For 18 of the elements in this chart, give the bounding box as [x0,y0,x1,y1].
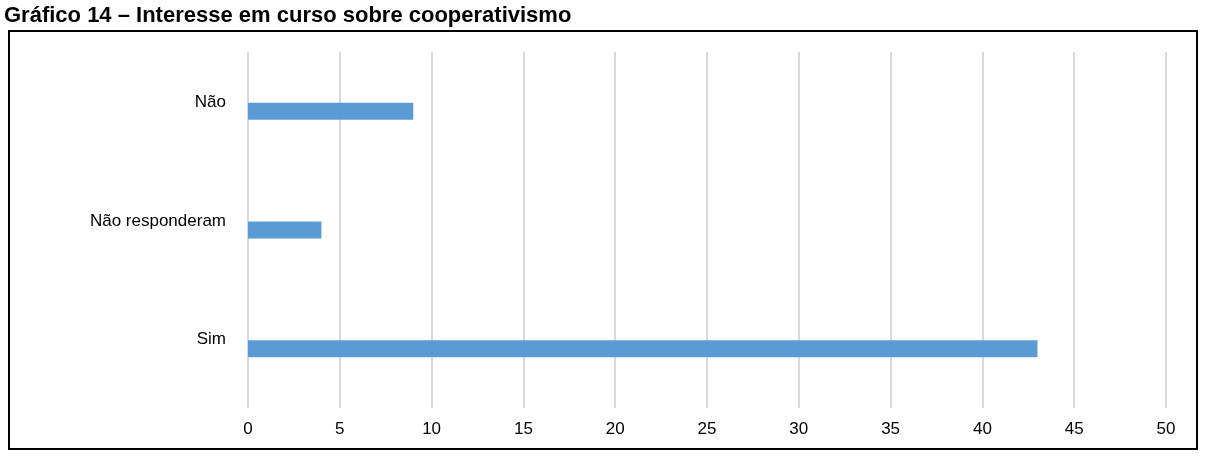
x-tick-label: 15 [513,419,533,438]
x-tick-label: 20 [605,419,625,438]
chart-title: Gráfico 14 – Interesse em curso sobre cooperativismo [3,1,573,29]
x-tick-label: 30 [789,419,809,438]
bar [248,221,322,239]
bar [248,340,1038,358]
x-tick-label: 40 [972,419,992,438]
x-tick-label: 45 [1064,419,1084,438]
x-tick-label: 0 [243,419,253,438]
y-tick-label: Não [194,91,226,111]
bar [248,102,414,120]
y-tick-label: Não responderam [89,210,226,230]
x-tick-label: 10 [422,419,442,438]
x-tick-label: 50 [1156,419,1176,438]
x-tick-label: 25 [697,419,717,438]
x-tick-label: 35 [881,419,901,438]
y-tick-label: Sim [196,329,226,349]
x-tick-label: 5 [335,419,345,438]
